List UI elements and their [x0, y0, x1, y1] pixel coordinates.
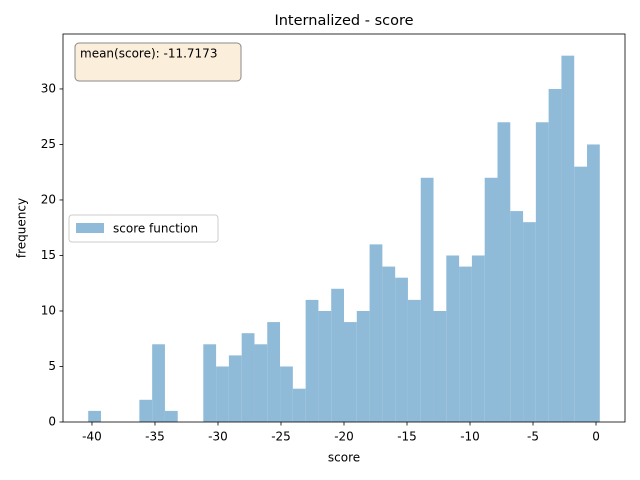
bar — [497, 122, 511, 422]
chart-title: Internalized - score — [274, 13, 413, 29]
bar — [254, 344, 268, 422]
x-tick-label: 0 — [592, 430, 600, 444]
legend-swatch — [76, 223, 104, 233]
bar — [139, 399, 153, 422]
bar — [471, 255, 485, 422]
y-tick-label: 0 — [48, 415, 56, 429]
bar — [267, 322, 281, 422]
bar — [369, 244, 383, 422]
bar — [535, 122, 549, 422]
bar — [344, 322, 357, 422]
x-tick-label: -30 — [208, 430, 228, 444]
bar — [216, 366, 229, 422]
bar — [280, 366, 293, 422]
annotation-box — [74, 42, 242, 82]
bar — [407, 299, 421, 422]
y-tick-label: 5 — [48, 359, 56, 373]
x-tick-label: -40 — [82, 430, 102, 444]
bar — [446, 255, 460, 422]
bar — [395, 277, 408, 422]
bar — [420, 177, 434, 422]
x-tick-label: -25 — [271, 430, 291, 444]
bar — [382, 266, 396, 422]
bar — [318, 310, 332, 422]
x-tick-label: -5 — [527, 430, 539, 444]
bar — [356, 310, 370, 422]
x-tick-label: -20 — [334, 430, 354, 444]
y-tick-label: 25 — [41, 137, 56, 151]
legend-label: score function — [113, 222, 198, 236]
x-tick-label: -10 — [460, 430, 480, 444]
y-tick-label: 15 — [41, 248, 56, 262]
y-tick-label: 10 — [41, 303, 56, 317]
bar — [152, 344, 165, 422]
bar — [459, 266, 472, 422]
bar — [433, 310, 447, 422]
bar — [88, 410, 101, 422]
y-tick-label: 20 — [41, 192, 56, 206]
bar — [561, 55, 575, 422]
bar — [292, 388, 306, 422]
y-tick-label: 30 — [41, 81, 56, 95]
annotation: mean(score): -11.7173 — [80, 47, 217, 61]
bar — [331, 288, 344, 422]
bar — [228, 355, 242, 422]
bar — [203, 344, 217, 422]
bar — [241, 333, 255, 422]
bar — [305, 299, 319, 422]
bar — [587, 144, 600, 422]
bar — [523, 222, 536, 422]
bar — [164, 410, 178, 422]
legend-box — [68, 214, 219, 243]
bar — [548, 88, 562, 422]
x-axis-label: score — [328, 451, 360, 465]
y-axis-label: frequency — [15, 198, 29, 258]
x-tick-label: -15 — [397, 430, 417, 444]
x-tick-label: -35 — [145, 430, 165, 444]
bar — [484, 177, 498, 422]
bar — [510, 211, 524, 422]
bar — [574, 166, 588, 422]
